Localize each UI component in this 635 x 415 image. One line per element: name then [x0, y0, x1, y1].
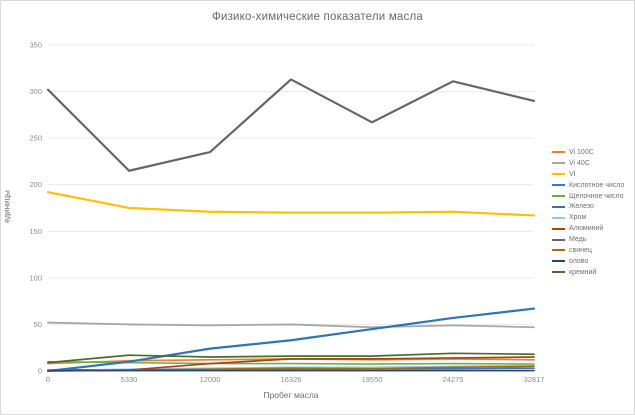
y-tick-label: 300 [29, 87, 42, 96]
y-axis-title: единицы [2, 190, 12, 223]
legend-label: Железо [569, 203, 594, 211]
x-tick-label: 12000 [200, 375, 221, 384]
legend-label: Щелочное число [569, 192, 624, 200]
series-line-медь[interactable] [46, 78, 536, 172]
legend-item-медь[interactable]: Медь [552, 234, 624, 245]
y-tick-label: 350 [29, 41, 42, 50]
series-line-хром[interactable] [47, 364, 535, 372]
legend-item-железо[interactable]: Железо [552, 201, 624, 212]
legend: Vi 100C Vi 40C VI Кислотное число Щелочное ч… [552, 147, 624, 278]
y-tick-label: 150 [29, 227, 42, 236]
x-tick-label: 24275 [443, 375, 464, 384]
legend-swatch-icon [552, 173, 565, 176]
legend-item-олово[interactable]: олово [552, 256, 624, 267]
legend-item-алюминий[interactable]: Алюминий [552, 223, 624, 234]
y-tick-label: 100 [29, 273, 42, 282]
legend-swatch-icon [552, 249, 565, 252]
y-tick-label: 0 [38, 367, 42, 376]
legend-label: олово [569, 257, 589, 265]
y-tick-label: 200 [29, 180, 42, 189]
x-tick-label: 16326 [281, 375, 302, 384]
series-line-vi-40c[interactable] [47, 321, 535, 329]
series-line-кремний[interactable] [47, 352, 535, 364]
legend-label: VI [569, 170, 576, 178]
legend-label: кремний [569, 268, 597, 276]
y-tick-label: 250 [29, 134, 42, 143]
legend-swatch-icon [552, 151, 565, 154]
legend-item-vi-100c[interactable]: Vi 100C [552, 147, 624, 158]
legend-swatch-icon [552, 195, 565, 197]
legend-swatch-icon [552, 227, 565, 230]
legend-item-кремний[interactable]: кремний [552, 267, 624, 278]
x-tick-label: 5330 [121, 375, 138, 384]
x-tick-label: 0 [46, 375, 50, 384]
y-tick-label: 50 [34, 320, 42, 329]
legend-item-кислотное-число[interactable]: Кислотное число [552, 180, 624, 191]
legend-item-vi-40c[interactable]: Vi 40C [552, 158, 624, 169]
x-tick-label: 19550 [362, 375, 383, 384]
legend-swatch-icon [552, 216, 565, 219]
x-tick-label: 32817 [524, 375, 545, 384]
legend-item-хром[interactable]: Хром [552, 212, 624, 223]
legend-label: свинец [569, 246, 592, 254]
legend-label: Медь [569, 236, 587, 244]
legend-item-щелочное-число[interactable]: Щелочное число [552, 191, 624, 202]
legend-label: Кислотное число [569, 181, 625, 189]
legend-item-vi[interactable]: VI [552, 169, 624, 180]
legend-swatch-icon [552, 238, 565, 241]
legend-label: Vi 100C [569, 148, 594, 156]
chart-title: Физико-химические показатели масла [212, 11, 423, 23]
legend-label: Алюминий [569, 225, 604, 233]
legend-label: Хром [569, 214, 587, 222]
series-line-vi[interactable] [46, 191, 536, 217]
legend-label: Vi 40C [569, 159, 590, 167]
legend-item-свинец[interactable]: свинец [552, 245, 624, 256]
legend-swatch-icon [552, 260, 565, 263]
legend-swatch-icon [552, 184, 565, 187]
x-axis-title: Пробег масла [263, 390, 319, 400]
legend-swatch-icon [552, 271, 565, 274]
legend-swatch-icon [552, 205, 565, 208]
series-line-железо[interactable] [46, 307, 536, 373]
legend-swatch-icon [552, 162, 565, 165]
